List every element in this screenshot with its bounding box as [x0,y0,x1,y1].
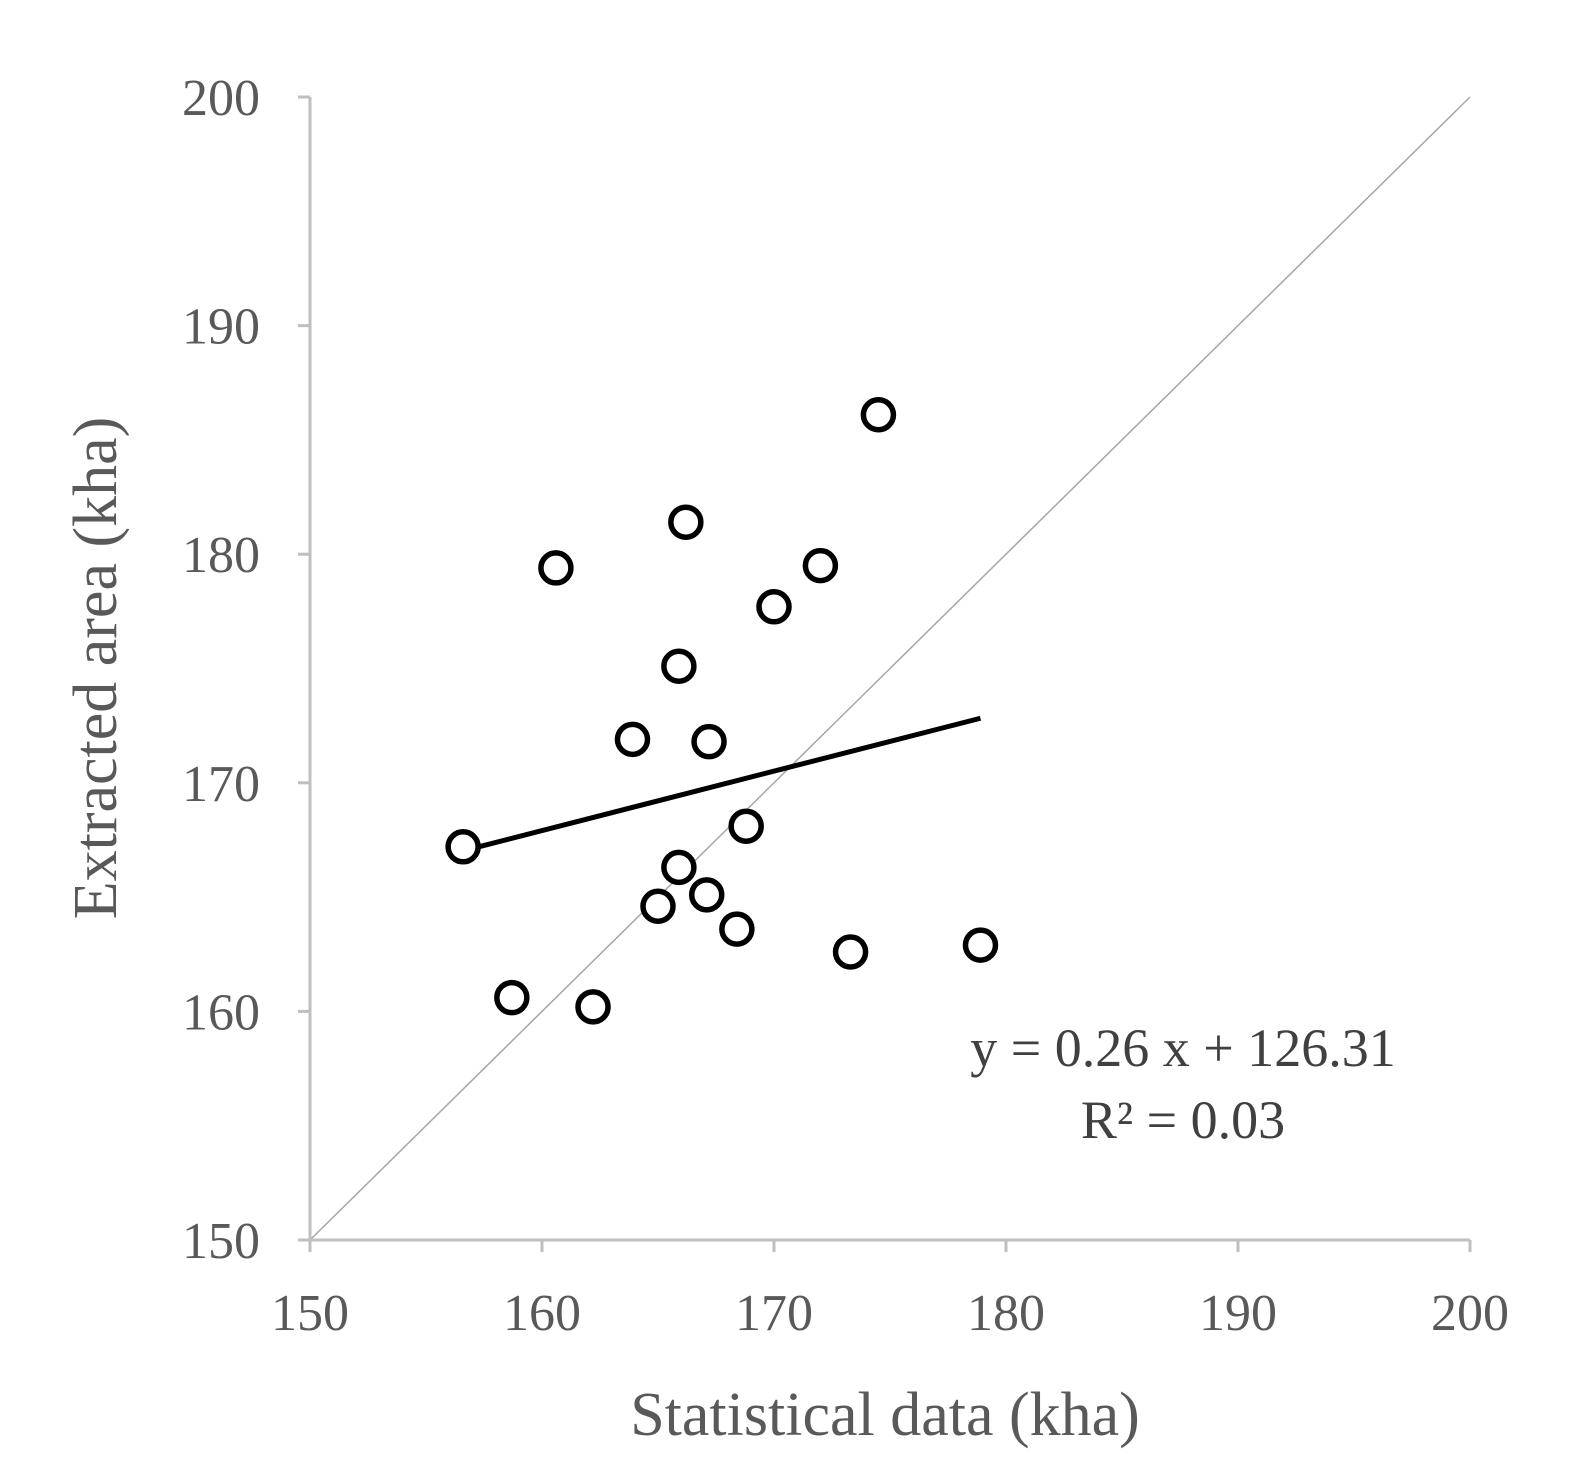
data-point [494,979,530,1016]
x-tick-label: 190 [1199,1285,1277,1342]
x-tick-label: 160 [503,1285,581,1342]
data-point [691,723,727,760]
y-tick-label: 170 [182,756,260,813]
x-tick-label: 170 [735,1285,813,1342]
axes [298,95,1472,1252]
y-tick-label: 160 [182,984,260,1041]
reference-line-layer [309,96,1471,1241]
tick-labels: 150 160 170 180 190 200 150 160 170 180 190 200 [182,70,1509,1342]
trendline [462,715,982,854]
data-point [661,849,697,886]
trendline-layer [462,715,982,854]
one-to-one-line [309,96,1471,1241]
data-point [668,504,704,540]
y-tick-label: 150 [182,1213,260,1270]
y-tick-label: 190 [182,299,260,356]
data-point [538,550,574,586]
r-squared-annotation: R² = 0.03 [1081,1090,1285,1150]
data-point [445,829,481,865]
x-axis-label: Statistical data (kha) [630,1381,1140,1449]
data-point [719,911,755,947]
data-points [445,397,999,1025]
y-tick-label: 200 [182,70,260,127]
data-point [614,721,651,758]
x-tick-label: 150 [271,1285,349,1342]
data-point [661,648,697,684]
data-point [832,934,869,970]
data-point [802,547,839,584]
data-point [962,927,999,963]
y-axis-label: Extracted area (kha) [62,417,130,920]
data-point [640,888,676,924]
y-tick-label: 180 [182,527,260,584]
data-point [575,989,611,1025]
equation-annotation: y = 0.26 x + 126.31 [970,1018,1395,1078]
x-tick-label: 200 [1431,1285,1509,1342]
data-point [688,877,725,913]
data-point [756,589,792,625]
data-point [860,397,897,433]
x-tick-label: 180 [967,1285,1045,1342]
data-point [728,808,764,844]
